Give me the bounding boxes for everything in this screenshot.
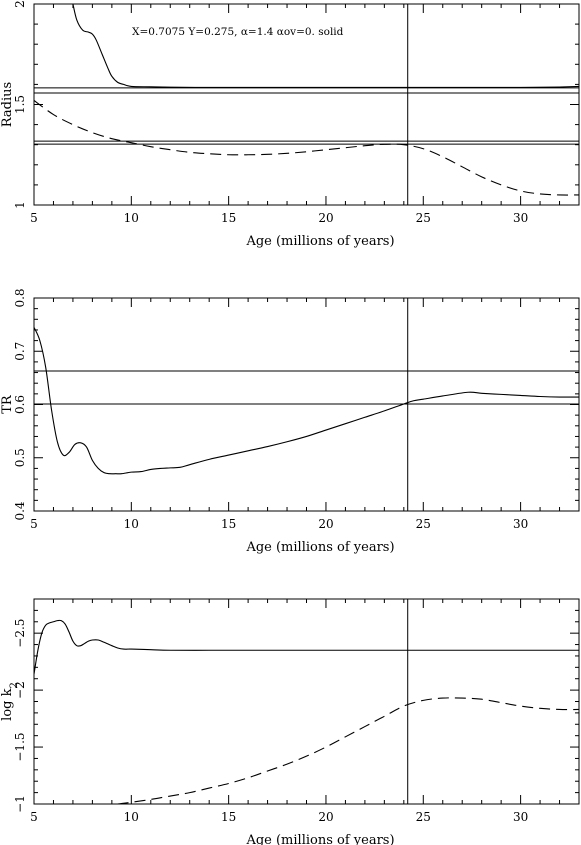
- y-tick-label: −1.5: [13, 732, 27, 761]
- series-dashed-line: [34, 100, 579, 196]
- series-dashed-line: [117, 697, 579, 804]
- y-tick-label: 1: [13, 201, 27, 209]
- y-tick-label: 2: [13, 0, 27, 8]
- y-tick-label: 0.8: [13, 288, 27, 307]
- y-axis-label: TR: [0, 394, 15, 414]
- x-tick-label: 5: [30, 211, 38, 225]
- x-tick-label: 10: [124, 517, 139, 531]
- panel-3: 5 10 15 20 25 30 −1 −1.5 −2 −2.5 Age (millions of …: [0, 598, 580, 845]
- plot-area: [34, 298, 579, 511]
- series-solid-line: [72, 4, 579, 88]
- y-tick-label: −2.5: [13, 619, 27, 648]
- y-axis-label: Radius: [0, 82, 15, 127]
- x-axis-label: Age (millions of years): [245, 833, 394, 845]
- plot-area: [34, 599, 579, 804]
- y-axis-label: log k2: [0, 682, 20, 721]
- x-tick-label: 15: [221, 211, 236, 225]
- panel-1: 5 10 15 20 25 30 1 1.5 2 Age (millions of years) R…: [0, 0, 580, 249]
- series-solid-line: [34, 327, 579, 475]
- x-tick-label: 20: [318, 810, 333, 824]
- x-tick-label: 25: [416, 211, 431, 225]
- x-axis-label: Age (millions of years): [245, 540, 394, 555]
- y-tick-label: −2: [13, 681, 27, 699]
- x-tick-label: 15: [221, 517, 236, 531]
- x-tick-label: 5: [30, 810, 38, 824]
- x-tick-label: 30: [513, 211, 528, 225]
- x-tick-label: 25: [416, 517, 431, 531]
- panel-2: 5 10 15 20 25 30 0.4 0.5 0.6 0.7 0.8 Age (millions …: [0, 288, 580, 555]
- y-tick-label: 1.5: [13, 95, 27, 114]
- plot-area: [34, 4, 579, 205]
- model-annotation: X=0.7075 Y=0.275, α=1.4 αov=0. solid: [132, 26, 344, 38]
- x-tick-label: 20: [318, 211, 333, 225]
- y-tick-label: 0.4: [13, 501, 27, 520]
- y-tick-label: −1: [13, 795, 27, 813]
- x-axis-label: Age (millions of years): [245, 234, 394, 249]
- y-tick-label: 0.6: [13, 395, 27, 414]
- x-tick-label: 30: [513, 517, 528, 531]
- y-tick-label: 0.5: [13, 448, 27, 467]
- x-tick-label: 10: [124, 810, 139, 824]
- plot-frame: [33, 297, 580, 512]
- y-tick-label: 0.7: [13, 342, 27, 361]
- x-tick-label: 20: [318, 517, 333, 531]
- x-tick-label: 15: [221, 810, 236, 824]
- x-tick-label: 5: [30, 517, 38, 531]
- x-tick-label: 25: [416, 810, 431, 824]
- series-solid-line: [34, 619, 579, 675]
- x-tick-label: 10: [124, 211, 139, 225]
- x-tick-label: 30: [513, 810, 528, 824]
